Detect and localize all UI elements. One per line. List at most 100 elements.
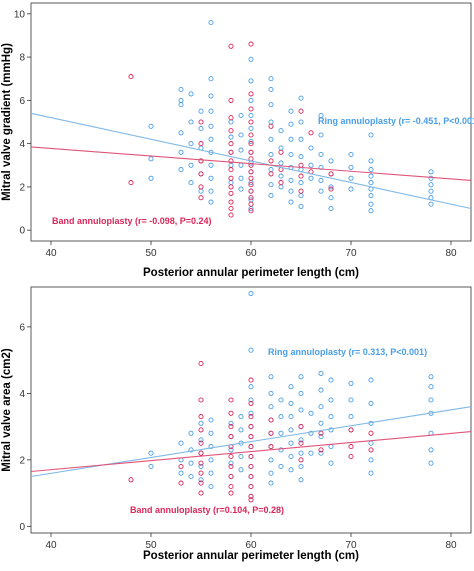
gradient-band-point	[228, 43, 234, 49]
area-band-point	[228, 453, 234, 460]
area-ring-point	[268, 470, 274, 476]
area-band-point	[198, 440, 204, 446]
gradient-band-point	[248, 169, 254, 175]
area-ring-point	[288, 414, 294, 420]
gradient-ring-point	[198, 125, 204, 132]
gradient-ring-point	[298, 119, 304, 125]
gradient-ring-fit-line	[30, 112, 472, 210]
gradient-y-tick-label: 0	[19, 226, 25, 237]
area-ring-point	[288, 400, 294, 406]
gradient-band-point	[248, 132, 254, 138]
area-band-point	[368, 430, 374, 436]
gradient-band-point	[298, 173, 304, 179]
area-x-tick-label: 70	[345, 540, 357, 551]
gradient-ring-point	[298, 95, 304, 101]
area-band-point	[128, 477, 134, 483]
gradient-ring-point	[278, 173, 284, 179]
gradient-ring-point	[298, 154, 304, 160]
area-axis-ticks: 40 50 60 70 80 0 2 4 6	[19, 322, 457, 551]
gradient-ring-point	[248, 125, 254, 132]
area-ring-point	[248, 384, 254, 390]
area-ring-point	[228, 420, 234, 426]
gradient-ring-point	[268, 182, 274, 188]
area-ring-point	[348, 380, 354, 386]
gradient-band-point	[278, 180, 284, 186]
gradient-band-point	[328, 186, 334, 192]
gradient-ring-point	[268, 76, 274, 82]
gradient-ring-point	[428, 175, 434, 181]
gradient-ring-point	[208, 76, 214, 82]
gradient-ring-point	[208, 19, 214, 26]
area-band-point	[228, 490, 234, 496]
area-band-point	[248, 424, 254, 430]
area-ring-point	[318, 387, 324, 393]
area-ring-point	[238, 427, 244, 433]
gradient-band-point	[328, 171, 334, 177]
gradient-ring-point	[308, 145, 314, 151]
area-ring-point	[268, 404, 274, 410]
gradient-band-point	[228, 212, 234, 218]
gradient-band-point	[198, 184, 204, 190]
gradient-band-point	[228, 199, 234, 205]
gradient-band-point	[228, 184, 234, 190]
gradient-band-point	[248, 149, 254, 155]
area-ring-point	[308, 430, 314, 436]
area-ring-point	[308, 450, 314, 456]
gradient-ring-point	[188, 119, 194, 125]
gradient-ring-point	[368, 208, 374, 214]
gradient-ring-point	[298, 180, 304, 186]
area-band-point	[318, 430, 324, 436]
area-ring-point	[298, 450, 304, 456]
area-ring-point	[298, 407, 304, 413]
area-ring-point	[198, 437, 204, 443]
area-band-point	[178, 480, 184, 486]
gradient-band-point	[228, 128, 234, 134]
gradient-ring-point	[238, 112, 244, 119]
gradient-ring-point	[368, 201, 374, 207]
area-ring-point	[208, 417, 214, 423]
area-ring-point	[298, 477, 304, 483]
gradient-y-axis-title: Mitral valve gradient (mmHg)	[1, 43, 13, 201]
gradient-band-point	[248, 175, 254, 181]
gradient-ring-point	[368, 173, 374, 179]
gradient-x-tick-label: 60	[245, 248, 257, 259]
gradient-ring-point	[208, 136, 214, 142]
gradient-ring-point	[238, 147, 244, 153]
gradient-y-tick-label: 6	[19, 96, 25, 107]
area-band-point	[198, 480, 204, 486]
gradient-ring-point	[308, 175, 314, 181]
area-y-tick-label: 4	[19, 389, 25, 400]
gradient-band-point	[248, 106, 254, 112]
area-ring-point	[268, 390, 274, 396]
gradient-ring-point	[248, 56, 254, 62]
area-ring-point	[178, 470, 184, 476]
area-ring-point	[288, 440, 294, 446]
area-band-annotation: Band annuloplasty (r=0.104, P=0.28)	[130, 505, 284, 515]
area-band-point	[228, 410, 234, 416]
gradient-y-tick-label: 10	[14, 9, 26, 20]
area-band-point	[348, 427, 354, 433]
gradient-ring-point	[208, 93, 214, 99]
area-band-point	[228, 434, 234, 440]
gradient-ring-point	[208, 199, 214, 205]
area-band-point	[268, 430, 274, 436]
gradient-band-point	[298, 188, 304, 194]
gradient-ring-point	[208, 188, 214, 194]
gradient-ring-point	[268, 151, 274, 158]
area-ring-point	[198, 463, 204, 470]
gradient-ring-point	[208, 162, 214, 168]
area-ring-point	[208, 483, 214, 490]
gradient-band-point	[228, 175, 234, 181]
area-ring-point	[368, 457, 374, 463]
gradient-band-point	[298, 108, 304, 114]
area-ring-point	[208, 430, 214, 436]
gradient-band-annotation: Band annuloplasty (r= -0.098, P=0.24)	[52, 216, 212, 226]
area-ring-point	[428, 384, 434, 390]
gradient-band-point	[308, 130, 314, 136]
area-ring-point	[308, 410, 314, 416]
gradient-ring-point	[188, 141, 194, 147]
gradient-ring-point	[148, 156, 154, 162]
area-band-point	[248, 497, 254, 503]
gradient-ring-point	[178, 149, 184, 155]
area-y-tick-label: 2	[19, 455, 25, 466]
